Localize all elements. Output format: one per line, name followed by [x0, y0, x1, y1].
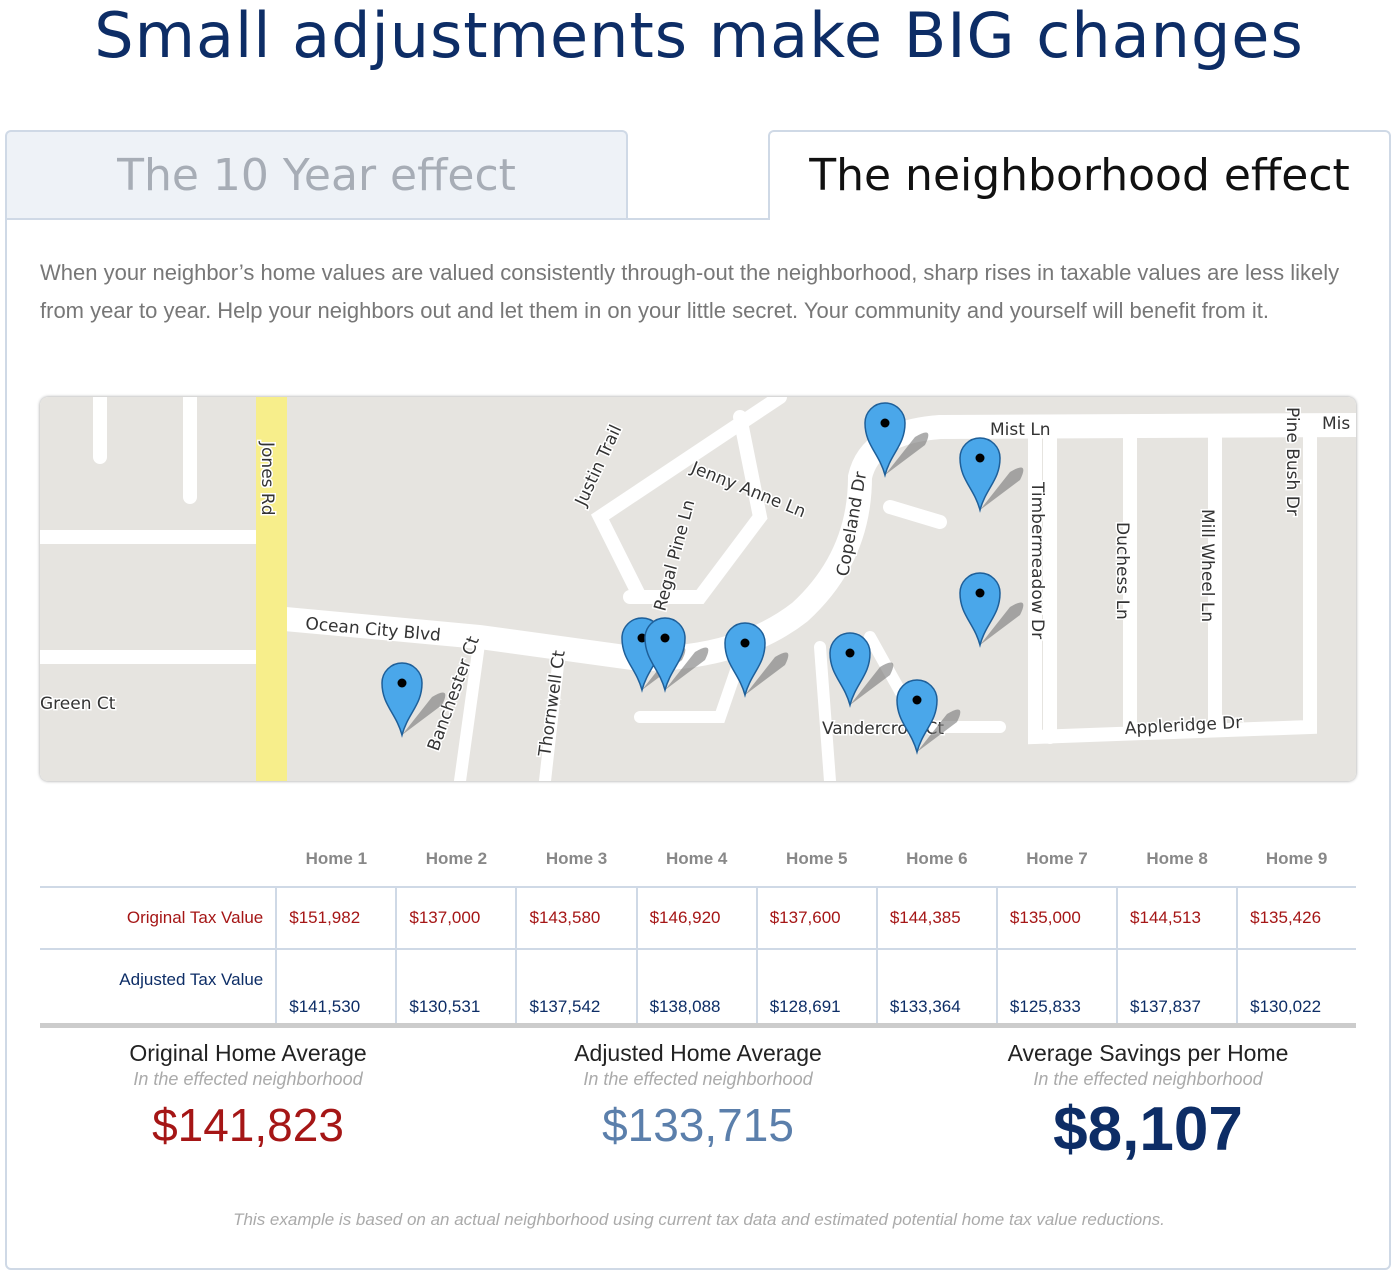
column-header: Home 1 [305, 849, 368, 868]
pin-shadow [402, 692, 446, 735]
table-row: Original Tax Value $151,982 $137,000 $143,5… [40, 886, 1356, 950]
panel [5, 218, 1391, 1270]
street-label: Mill Wheel Ln [1197, 509, 1217, 622]
pin-dot [637, 633, 647, 643]
map-pin [644, 617, 709, 693]
map-pin [959, 572, 1024, 648]
pin-dot [975, 588, 985, 598]
tax-table: Home 1 Home 2 Home 3 Home 4 Home 5 Home 6 Home… [40, 832, 1356, 1028]
column-header: Home 5 [786, 849, 848, 868]
street-label: Jones Rd [257, 441, 277, 516]
pin-dot [845, 648, 855, 658]
table-row: Adjusted Tax Value $141,530 $130,531 $137,5… [40, 948, 1356, 1028]
summary-card: Adjusted Home Average In the effected nei… [473, 1040, 923, 1152]
street-label: Green Ct [40, 694, 116, 714]
pin-body [864, 402, 906, 478]
pin-body [896, 679, 938, 755]
summary-value: $133,715 [602, 1099, 794, 1151]
map: Jones Rd Ocean City Blvd Justin Trail Je… [40, 397, 1356, 781]
table-cell: $135,426 [1236, 886, 1356, 950]
table-cell: $137,000 [395, 886, 518, 950]
column-header: Home 6 [906, 849, 968, 868]
pins [381, 402, 1024, 755]
pin-body [959, 572, 1001, 648]
column-header: Home 2 [425, 849, 488, 868]
pin-shadow [850, 662, 894, 705]
summary-card: Original Home Average In the effected nei… [23, 1040, 473, 1152]
pin-shadow [665, 647, 709, 690]
pin-body [381, 662, 423, 738]
summary-title: Adjusted Home Average [574, 1040, 822, 1066]
summary-value: $141,823 [152, 1099, 344, 1151]
street-label: Pine Bush Dr [1282, 407, 1302, 516]
street-label: Duchess Ln [1112, 522, 1132, 620]
pin-body [724, 622, 766, 698]
map-pin [896, 679, 961, 755]
table-cell: $130,022 [1236, 948, 1356, 1028]
page-title: Small adjustments make BIG changes [94, 0, 1304, 72]
map-pin [724, 622, 789, 698]
footnote: This example is based on an actual neigh… [233, 1210, 1165, 1229]
pin-body [644, 617, 686, 693]
summary-title: Original Home Average [129, 1040, 367, 1066]
map-pin [959, 437, 1024, 513]
summary-subtitle: In the effected neighborhood [133, 1069, 363, 1089]
table-cell: $128,691 [755, 948, 878, 1028]
pin-shadow [980, 467, 1024, 510]
row-label: Adjusted Tax Value [40, 948, 278, 1028]
pin-dot [397, 678, 407, 688]
summary-subtitle: In the effected neighborhood [1033, 1069, 1263, 1089]
map-pin [381, 662, 446, 738]
map-pin [829, 632, 894, 708]
column-header: Home 3 [545, 849, 608, 868]
table-cell: $130,531 [395, 948, 518, 1028]
table-cell: $137,542 [515, 948, 638, 1028]
table-cell: $141,530 [275, 948, 398, 1028]
column-header: Home 8 [1146, 849, 1208, 868]
pin-dot [660, 633, 670, 643]
corner [40, 832, 276, 887]
summary-title: Average Savings per Home [1007, 1040, 1289, 1066]
pin-dot [912, 695, 922, 705]
column-header: Home 4 [665, 849, 728, 868]
row-label: Original Tax Value [40, 886, 278, 950]
table-cell: $135,000 [995, 886, 1119, 950]
table-cell: $143,580 [515, 886, 638, 950]
tab-active[interactable]: The neighborhood effect [768, 130, 1391, 220]
summary-card: Average Savings per Home In the effected … [923, 1040, 1373, 1165]
pin-dot [975, 453, 985, 463]
table-cell: $137,600 [755, 886, 878, 950]
table-cell: $125,833 [995, 948, 1119, 1028]
summary-value: $8,107 [1053, 1095, 1243, 1164]
tab[interactable]: The 10 Year effect [5, 130, 628, 218]
street-label: Mis [1322, 414, 1350, 434]
table-cell: $133,364 [875, 948, 998, 1028]
street-label: Mist Ln [990, 420, 1051, 440]
table-cell: $144,385 [875, 886, 998, 950]
street-label: Timbermeadow Dr [1027, 481, 1047, 639]
table-cell: $138,088 [635, 948, 758, 1028]
pin-dot [740, 638, 750, 648]
pin-shadow [980, 602, 1024, 645]
pin-dot [880, 418, 890, 428]
table-cell: $144,513 [1116, 886, 1239, 950]
column-header: Home 7 [1026, 849, 1088, 868]
pin-body [829, 632, 871, 708]
pin-shadow [917, 709, 961, 752]
table-cell: $151,982 [275, 886, 398, 950]
pin-shadow [745, 652, 789, 695]
description: When your neighbor’s home values are val… [40, 260, 1340, 323]
pin-shadow [885, 432, 929, 475]
column-header: Home 9 [1265, 849, 1328, 868]
table-cell: $137,837 [1116, 948, 1239, 1028]
map-pin [864, 402, 929, 478]
table-cell: $146,920 [635, 886, 758, 950]
pin-body [959, 437, 1001, 513]
summary-subtitle: In the effected neighborhood [583, 1069, 813, 1089]
